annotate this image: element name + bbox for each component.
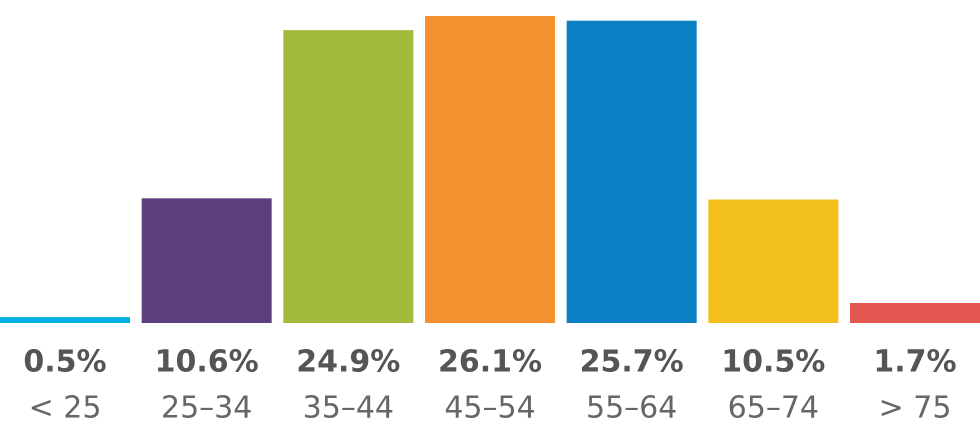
value-label: 10.6% <box>155 345 259 380</box>
value-label: 0.5% <box>23 345 106 380</box>
value-label: 10.5% <box>721 345 825 380</box>
category-label: 35–44 <box>303 391 394 426</box>
value-label: 1.7% <box>873 345 956 380</box>
category-label: > 75 <box>879 391 952 426</box>
bar <box>0 317 130 323</box>
value-label: 24.9% <box>296 345 400 380</box>
value-label: 26.1% <box>438 345 542 380</box>
bar <box>850 303 980 323</box>
category-label: 55–64 <box>586 391 677 426</box>
value-label: 25.7% <box>580 345 684 380</box>
bar <box>708 199 839 323</box>
bar <box>141 198 272 323</box>
bar <box>425 16 555 323</box>
bar <box>283 30 414 324</box>
category-label: 65–74 <box>728 391 819 426</box>
category-label: < 25 <box>29 391 102 426</box>
bar <box>566 20 697 323</box>
category-label: 45–54 <box>444 391 535 426</box>
category-label: 25–34 <box>161 391 252 426</box>
